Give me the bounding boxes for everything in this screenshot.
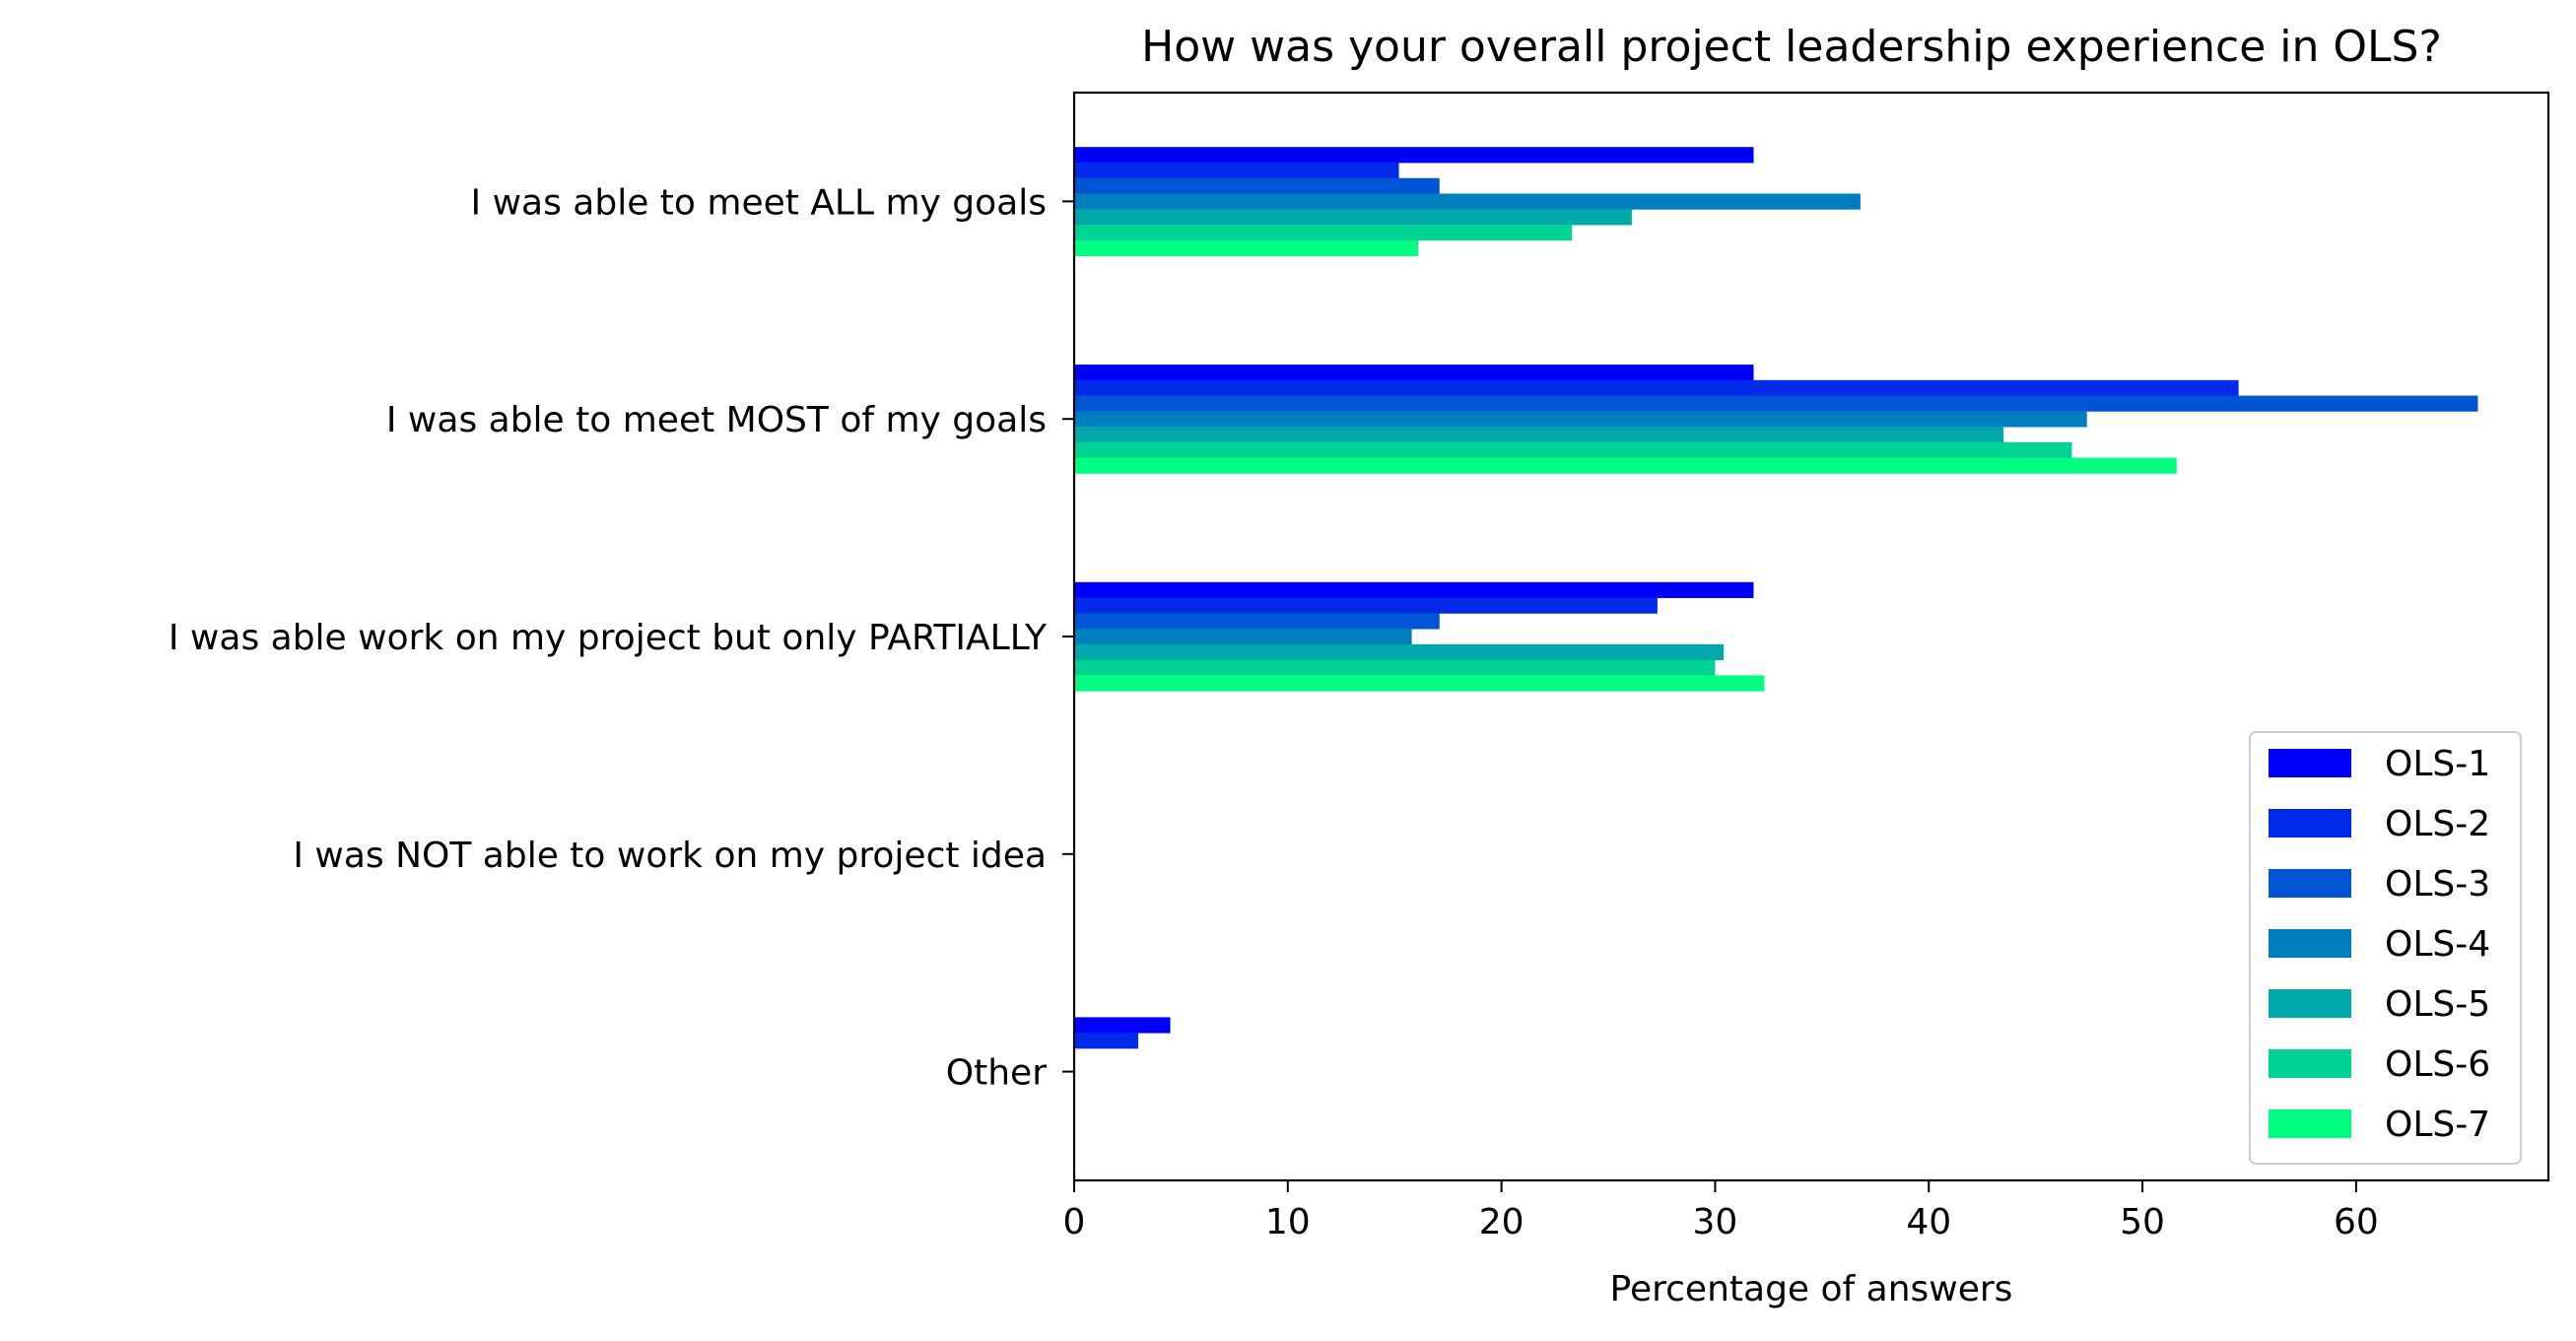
legend-label-ols-7: OLS-7 bbox=[2385, 1105, 2490, 1145]
bar-ols-2-cat-5 bbox=[1074, 1033, 1139, 1049]
bar-ols-3-cat-1 bbox=[1074, 177, 1440, 194]
bar-ols-4-cat-2 bbox=[1074, 411, 2087, 428]
legend-swatch-ols-6 bbox=[2269, 1049, 2351, 1078]
bar-ols-6-cat-3 bbox=[1074, 659, 1716, 676]
y-axis: I was able to meet ALL my goals I was abl… bbox=[169, 182, 1074, 1094]
bar-ols-1-cat-1 bbox=[1074, 147, 1754, 164]
y-tick-label: I was able to meet MOST of my goals bbox=[386, 400, 1047, 440]
x-tick-label: 40 bbox=[1906, 1202, 1951, 1242]
bar-ols-5-cat-2 bbox=[1074, 427, 2004, 443]
bar-ols-7-cat-2 bbox=[1074, 457, 2177, 474]
bar-ols-2-cat-2 bbox=[1074, 379, 2239, 396]
bar-ols-2-cat-3 bbox=[1074, 597, 1658, 614]
bar-ols-7-cat-1 bbox=[1074, 239, 1419, 256]
legend-label-ols-2: OLS-2 bbox=[2385, 804, 2490, 844]
bar-ols-7-cat-3 bbox=[1074, 675, 1765, 692]
legend-items: OLS-1 OLS-2 OLS-3 OLS-4 OLS-5 OLS-6 OLS-7 bbox=[2269, 744, 2490, 1145]
bar-ols-4-cat-1 bbox=[1074, 193, 1861, 210]
legend-label-ols-4: OLS-4 bbox=[2385, 924, 2490, 965]
legend-label-ols-5: OLS-5 bbox=[2385, 984, 2490, 1025]
bar-ols-6-cat-2 bbox=[1074, 441, 2072, 459]
x-tick-label: 10 bbox=[1265, 1202, 1311, 1242]
x-axis: 0 10 20 30 40 50 60 bbox=[1063, 1180, 2379, 1242]
bar-ols-4-cat-3 bbox=[1074, 629, 1412, 645]
bar-ols-1-cat-2 bbox=[1074, 365, 1754, 381]
legend-label-ols-1: OLS-1 bbox=[2385, 744, 2490, 784]
bar-ols-1-cat-3 bbox=[1074, 581, 1754, 598]
x-tick-label: 0 bbox=[1063, 1202, 1086, 1242]
x-tick-label: 50 bbox=[2120, 1202, 2165, 1242]
legend-swatch-ols-3 bbox=[2269, 869, 2351, 898]
bar-ols-3-cat-2 bbox=[1074, 395, 2478, 412]
x-tick-label: 20 bbox=[1479, 1202, 1525, 1242]
bar-ols-6-cat-1 bbox=[1074, 225, 1573, 241]
legend-label-ols-3: OLS-3 bbox=[2385, 864, 2490, 905]
legend-label-ols-6: OLS-6 bbox=[2385, 1044, 2490, 1085]
chart-title: How was your overall project leadership … bbox=[1141, 22, 2442, 72]
x-axis-label: Percentage of answers bbox=[1610, 1269, 2013, 1309]
bar-ols-5-cat-3 bbox=[1074, 643, 1725, 661]
bar-ols-1-cat-5 bbox=[1074, 1017, 1171, 1034]
x-tick-label: 60 bbox=[2334, 1202, 2379, 1242]
legend-swatch-ols-5 bbox=[2269, 989, 2351, 1018]
legend-swatch-ols-4 bbox=[2269, 929, 2351, 958]
legend-swatch-ols-7 bbox=[2269, 1109, 2351, 1138]
y-tick-label: I was able to meet ALL my goals bbox=[471, 182, 1047, 223]
y-tick-label: I was able work on my project but only P… bbox=[169, 618, 1048, 658]
bars-layer bbox=[1074, 147, 2478, 1049]
bar-ols-5-cat-1 bbox=[1074, 209, 1632, 226]
y-tick-label: Other bbox=[946, 1053, 1047, 1094]
y-tick-label: I was NOT able to work on my project ide… bbox=[293, 836, 1047, 876]
x-tick-label: 30 bbox=[1693, 1202, 1738, 1242]
legend-swatch-ols-1 bbox=[2269, 749, 2351, 777]
bar-ols-2-cat-1 bbox=[1074, 162, 1399, 179]
legend: OLS-1 OLS-2 OLS-3 OLS-4 OLS-5 OLS-6 OLS-7 bbox=[2249, 731, 2522, 1165]
legend-swatch-ols-2 bbox=[2269, 809, 2351, 838]
bar-ols-3-cat-3 bbox=[1074, 613, 1440, 630]
